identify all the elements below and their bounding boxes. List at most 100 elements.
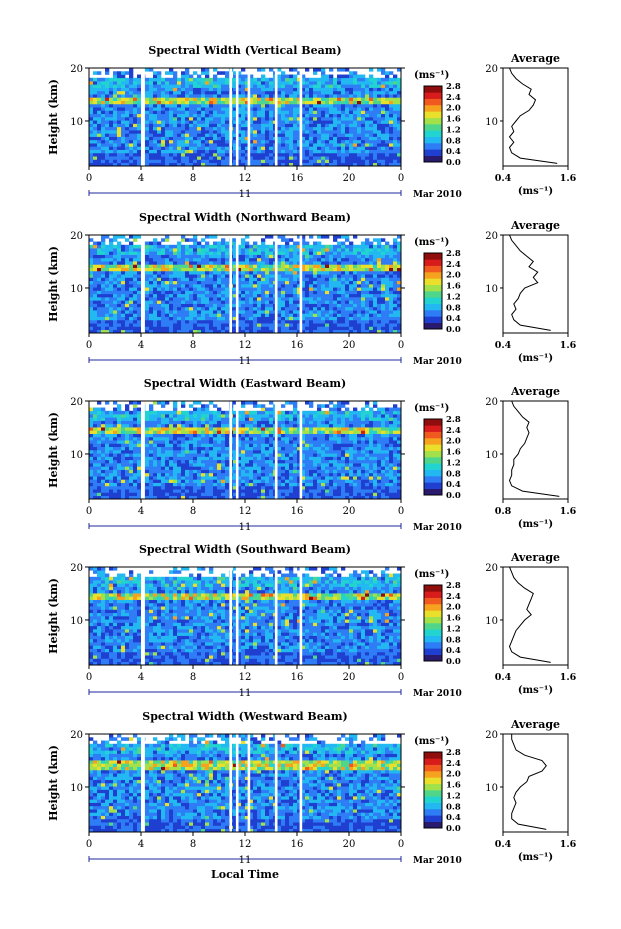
heatmap-cell	[117, 143, 122, 147]
heatmap-cell	[121, 414, 126, 418]
heatmap-cell	[221, 146, 226, 150]
heatmap-cell	[321, 159, 326, 164]
heatmap-cell	[241, 303, 246, 308]
heatmap-cell	[129, 456, 134, 461]
heatmap-cell	[121, 277, 126, 282]
heatmap-cell	[149, 152, 154, 157]
heatmap-cell	[185, 323, 190, 327]
heatmap-cell	[209, 149, 214, 154]
heatmap-cell	[205, 267, 210, 272]
average-x-tick-label: 0.4	[495, 340, 512, 351]
heatmap-cell	[373, 100, 378, 105]
heatmap-cell	[201, 313, 206, 317]
heatmap-cell	[129, 251, 134, 255]
heatmap-cell	[89, 443, 94, 448]
heatmap-cell	[389, 133, 394, 137]
heatmap-cell	[241, 74, 246, 79]
heatmap-cell	[209, 117, 214, 121]
heatmap-cell	[197, 261, 202, 265]
heatmap-cell	[245, 270, 250, 275]
heatmap-cell	[377, 241, 382, 246]
heatmap-cell	[145, 310, 150, 314]
heatmap-cell	[197, 117, 202, 121]
heatmap-cell	[129, 310, 134, 314]
heatmap-cell	[381, 251, 386, 255]
heatmap-cell	[269, 235, 274, 239]
x-tick-label: 0	[86, 340, 92, 351]
heatmap-cell	[225, 103, 230, 108]
x-tick-label: 16	[291, 173, 304, 184]
x-tick-label: 16	[291, 340, 304, 351]
heatmap-cell	[249, 316, 254, 321]
heatmap-cell	[225, 316, 230, 321]
heatmap-cell	[221, 107, 226, 111]
heatmap-cell	[193, 277, 198, 282]
heatmap-cell	[117, 297, 122, 301]
heatmap-cell	[157, 87, 162, 92]
heatmap-cell	[177, 120, 182, 124]
heatmap-cell	[333, 326, 338, 331]
heatmap-cell	[257, 293, 262, 298]
heatmap-cell	[257, 274, 262, 278]
heatmap-cell	[157, 274, 162, 278]
heatmap-cell	[245, 329, 250, 334]
heatmap-cell	[397, 139, 402, 144]
heatmap-cell	[165, 143, 170, 147]
heatmap-cell	[245, 139, 250, 144]
heatmap-cell	[173, 139, 178, 144]
heatmap-cell	[161, 261, 166, 265]
heatmap-cell	[313, 261, 318, 265]
heatmap-cell	[337, 130, 342, 134]
heatmap-cell	[361, 113, 366, 118]
heatmap-cell	[105, 251, 110, 255]
heatmap-cell	[245, 77, 250, 82]
heatmap-cell	[317, 81, 322, 85]
heatmap-cell	[137, 130, 142, 134]
heatmap-cell	[333, 126, 338, 131]
heatmap-cell	[317, 306, 322, 311]
heatmap-cell	[317, 261, 322, 265]
heatmap-cell	[385, 159, 390, 164]
heatmap-cell	[305, 162, 310, 167]
heatmap-cell	[181, 71, 186, 75]
heatmap-cell	[317, 313, 322, 317]
heatmap-cell	[145, 329, 150, 334]
heatmap-cell	[109, 469, 114, 474]
heatmap-cell	[89, 152, 94, 157]
heatmap-cell	[285, 319, 290, 324]
heatmap-cell	[309, 107, 314, 111]
heatmap-cell	[105, 430, 110, 434]
heatmap-cell	[325, 103, 330, 108]
heatmap-cell	[313, 110, 318, 115]
heatmap-cell	[109, 133, 114, 137]
heatmap-cell	[185, 77, 190, 82]
heatmap-cell	[93, 146, 98, 150]
colorbar-swatch	[424, 278, 442, 285]
heatmap-cell	[101, 87, 106, 92]
heatmap-cell	[301, 81, 306, 85]
heatmap-cell	[233, 244, 238, 249]
heatmap-cell	[173, 146, 178, 150]
heatmap-cell	[381, 306, 386, 311]
heatmap-cell	[173, 77, 178, 82]
heatmap-cell	[329, 300, 334, 304]
heatmap-cell	[209, 81, 214, 85]
heatmap-cell	[317, 323, 322, 327]
heatmap-cell	[265, 107, 270, 111]
heatmap-cell	[209, 235, 214, 239]
heatmap-cell	[93, 443, 98, 448]
heatmap-cell	[317, 146, 322, 150]
heatmap-cell	[337, 254, 342, 259]
heatmap-cell	[109, 87, 114, 92]
heatmap-cell	[377, 159, 382, 164]
heatmap-cell	[221, 123, 226, 128]
heatmap-cell	[173, 159, 178, 164]
heatmap-cell	[105, 130, 110, 134]
heatmap-cell	[281, 326, 286, 331]
heatmap-cell	[181, 117, 186, 121]
heatmap-cell	[149, 264, 154, 268]
heatmap-cell	[277, 139, 282, 144]
heatmap-cell	[217, 326, 222, 331]
heatmap-cell	[281, 264, 286, 268]
heatmap-cell	[309, 293, 314, 298]
